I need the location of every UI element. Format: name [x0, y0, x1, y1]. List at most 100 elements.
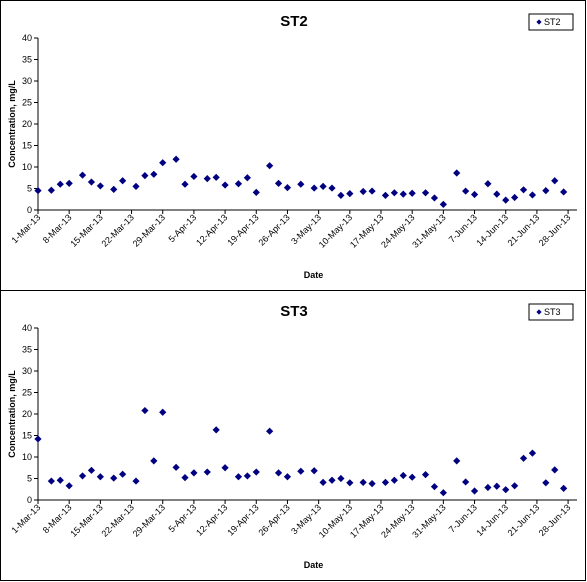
y-axis-title: Concentration, mg/L — [7, 80, 17, 168]
legend-box — [528, 13, 574, 31]
x-axis-title: Date — [304, 270, 324, 280]
data-point — [190, 172, 198, 181]
data-point — [470, 190, 479, 199]
data-point — [399, 471, 407, 480]
y-tick-label: 5 — [27, 474, 32, 484]
data-point — [203, 468, 211, 476]
data-point — [319, 478, 327, 486]
data-point — [484, 180, 492, 188]
y-axis-title: Concentration, mg/L — [7, 370, 17, 458]
data-point — [439, 489, 447, 497]
data-point — [34, 187, 42, 195]
data-point — [519, 186, 528, 194]
x-tick-label: 7-Jun-13 — [447, 212, 479, 244]
legend-label: ST3 — [544, 307, 561, 317]
data-point — [266, 427, 274, 435]
data-point — [234, 180, 243, 188]
data-point — [283, 473, 292, 481]
x-tick-label: 19-Apr-13 — [225, 212, 260, 247]
y-tick-label: 20 — [22, 119, 32, 129]
data-point — [408, 473, 416, 481]
data-point — [439, 200, 447, 209]
legend-box — [528, 303, 574, 321]
chart-panel-st2: ST2 0 5 10 15 20 25 30 35 40 1-Mar-13 8-Mar-13 15-Ma… — [0, 0, 586, 291]
data-point — [528, 449, 537, 457]
legend-label: ST2 — [544, 17, 561, 27]
data-point — [47, 477, 55, 485]
x-tick-label: 1-Mar-13 — [10, 212, 43, 245]
legend-marker — [536, 309, 542, 315]
data-point — [96, 473, 104, 481]
x-tick-label: 22-Mar-13 — [100, 502, 136, 538]
data-point — [96, 182, 104, 190]
data-point — [390, 189, 398, 197]
x-tick-label: 5-Apr-13 — [166, 502, 198, 534]
data-point — [119, 470, 127, 478]
data-point — [430, 483, 439, 491]
data-point — [110, 474, 118, 482]
data-point — [421, 189, 430, 197]
data-point — [368, 187, 376, 195]
chart-title: ST2 — [280, 13, 308, 30]
data-point — [470, 487, 479, 495]
data-point — [421, 471, 430, 479]
x-tick-label: 26-Apr-13 — [256, 502, 291, 537]
x-tick-label: 26-Apr-13 — [256, 212, 291, 247]
data-point — [560, 188, 568, 196]
x-tick-label: 15-Mar-13 — [68, 212, 104, 248]
x-tick-label: 15-Mar-13 — [68, 502, 104, 538]
y-tick-label: 5 — [27, 184, 32, 194]
data-point — [381, 191, 390, 199]
data-point — [252, 188, 260, 196]
y-tick-label: 40 — [22, 323, 32, 333]
data-point — [493, 190, 501, 198]
data-point — [274, 179, 283, 187]
y-tick-label: 0 — [27, 205, 32, 215]
y-tick-label: 30 — [22, 76, 32, 86]
data-point — [519, 454, 528, 462]
data-point — [221, 181, 229, 189]
chart-panel-st3: ST3 0 5 10 15 20 25 30 35 40 1-Mar-13 8-Mar-13 15-Ma… — [0, 290, 586, 581]
data-point — [243, 472, 251, 480]
y-tick-label: 0 — [27, 495, 32, 505]
data-point — [337, 474, 345, 483]
data-point — [56, 180, 64, 188]
data-point — [453, 457, 461, 465]
data-point — [150, 170, 158, 178]
data-point — [56, 476, 64, 484]
data-point — [511, 193, 519, 202]
data-point — [493, 482, 501, 490]
data-point — [132, 477, 140, 485]
data-point — [47, 186, 55, 194]
y-tick-label: 20 — [22, 409, 32, 419]
data-point — [65, 482, 73, 490]
data-point — [484, 483, 492, 492]
data-point — [551, 466, 559, 474]
data-point — [34, 435, 42, 443]
x-tick-label: 5-Apr-13 — [166, 212, 198, 244]
data-point — [181, 180, 189, 188]
x-tick-label: 31-May-13 — [410, 212, 447, 249]
data-point — [390, 476, 398, 484]
data-point — [78, 171, 87, 179]
y-tick-label: 35 — [22, 55, 32, 65]
data-point — [511, 482, 519, 490]
data-point — [234, 473, 243, 481]
chart-st2: ST205101520253035401-Mar-138-Mar-1315-Ma… — [7, 13, 577, 280]
data-point — [502, 486, 510, 494]
data-point — [119, 177, 127, 185]
chart-st3: ST305101520253035401-Mar-138-Mar-1315-Ma… — [7, 303, 577, 570]
data-point — [212, 173, 220, 181]
x-tick-label: 1-Mar-13 — [10, 502, 43, 535]
data-point — [110, 185, 118, 193]
x-tick-label: 14-Jun-13 — [474, 212, 510, 248]
data-point — [337, 191, 345, 199]
data-point — [78, 472, 87, 480]
data-point — [65, 179, 73, 187]
x-tick-label: 29-Mar-13 — [131, 502, 167, 538]
x-axis-title: Date — [304, 560, 324, 570]
data-point — [528, 191, 537, 199]
data-point — [297, 180, 305, 188]
data-point — [381, 478, 390, 486]
data-point — [430, 194, 439, 202]
